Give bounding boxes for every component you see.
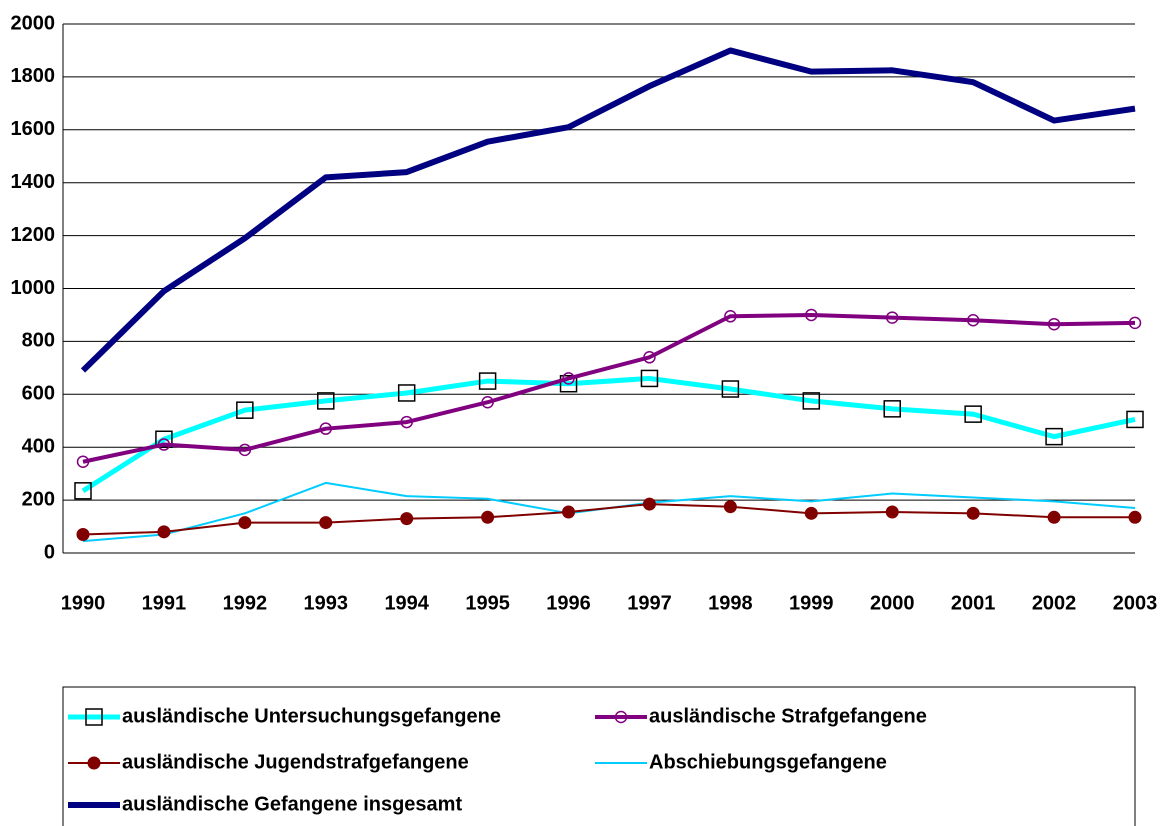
legend-item: ausländische Jugendstrafgefangene xyxy=(68,751,469,773)
x-tick-label: 1990 xyxy=(61,592,106,614)
legend-item: ausländische Strafgefangene xyxy=(595,705,927,727)
marker xyxy=(964,405,982,423)
marker xyxy=(85,708,103,726)
marker xyxy=(643,351,656,364)
series-line xyxy=(81,375,1136,493)
marker xyxy=(238,516,252,530)
marker xyxy=(559,374,578,393)
x-tick-label: 2000 xyxy=(870,592,915,614)
y-tick-label: 1800 xyxy=(11,65,56,87)
marker xyxy=(481,395,494,409)
marker xyxy=(481,510,495,524)
marker xyxy=(614,710,628,724)
marker xyxy=(397,384,416,402)
legend-item: Abschiebungsgefangene xyxy=(595,751,887,773)
x-tick-label: 2003 xyxy=(1113,592,1158,614)
marker xyxy=(805,308,818,322)
marker xyxy=(319,422,333,435)
marker xyxy=(74,482,92,500)
x-tick-label: 1992 xyxy=(223,592,268,614)
marker xyxy=(723,500,737,514)
marker xyxy=(642,497,656,511)
marker xyxy=(1128,316,1142,330)
y-tick-label: 800 xyxy=(22,330,55,352)
x-tick-label: 1994 xyxy=(384,592,429,614)
marker xyxy=(76,527,90,541)
marker xyxy=(640,369,659,388)
x-tick-label: 1995 xyxy=(465,592,510,614)
x-tick-label: 1997 xyxy=(627,592,672,614)
marker xyxy=(883,400,901,418)
marker xyxy=(157,525,171,539)
marker xyxy=(724,310,737,323)
marker xyxy=(1128,510,1142,524)
marker xyxy=(400,415,413,429)
marker xyxy=(76,455,90,468)
marker xyxy=(1045,427,1063,446)
marker xyxy=(238,443,252,457)
legend-item: ausländische Untersuchungsgefangene xyxy=(68,705,501,727)
marker xyxy=(87,756,101,770)
marker xyxy=(1047,510,1061,524)
legend-box xyxy=(62,686,1136,826)
series-line xyxy=(80,47,1136,373)
y-tick-label: 1000 xyxy=(11,277,56,299)
marker xyxy=(157,438,171,451)
marker xyxy=(478,372,497,390)
marker xyxy=(1047,317,1061,331)
y-tick-label: 1200 xyxy=(11,224,56,246)
marker xyxy=(319,516,333,530)
marker xyxy=(885,311,899,324)
x-tick-label: 1991 xyxy=(142,592,187,614)
marker xyxy=(236,401,254,419)
legend-label: ausländische Jugendstrafgefangene xyxy=(122,751,469,773)
legend-label: ausländische Untersuchungsgefangene xyxy=(122,705,501,727)
legend-label: Abschiebungsgefangene xyxy=(649,751,887,773)
x-tick-label: 1996 xyxy=(546,592,591,614)
y-tick-label: 0 xyxy=(44,541,55,563)
marker xyxy=(802,392,821,410)
marker xyxy=(562,372,575,385)
marker xyxy=(966,506,980,520)
marker xyxy=(885,505,899,519)
legend-label: ausländische Strafgefangene xyxy=(649,705,927,727)
x-tick-label: 1998 xyxy=(708,592,753,614)
marker xyxy=(804,506,818,520)
marker xyxy=(1126,410,1144,429)
x-tick-label: 1993 xyxy=(304,592,349,614)
legend-label: ausländische Gefangene insgesamt xyxy=(122,793,462,815)
x-tick-label: 2002 xyxy=(1032,592,1077,614)
marker xyxy=(155,430,173,449)
marker xyxy=(562,505,576,519)
y-tick-label: 400 xyxy=(22,435,55,457)
marker xyxy=(721,380,740,398)
y-tick-label: 200 xyxy=(22,488,55,510)
y-tick-label: 1400 xyxy=(11,171,56,193)
legend-item: ausländische Gefangene insgesamt xyxy=(68,793,462,815)
y-tick-label: 1600 xyxy=(11,118,56,140)
marker xyxy=(966,313,980,327)
marker xyxy=(400,512,414,526)
series-line xyxy=(82,503,1135,536)
y-tick-label: 2000 xyxy=(11,12,56,34)
marker xyxy=(317,392,335,410)
x-tick-label: 2001 xyxy=(951,592,996,614)
series-line xyxy=(82,312,1136,464)
y-tick-label: 600 xyxy=(22,383,55,405)
x-tick-label: 1999 xyxy=(789,592,834,614)
